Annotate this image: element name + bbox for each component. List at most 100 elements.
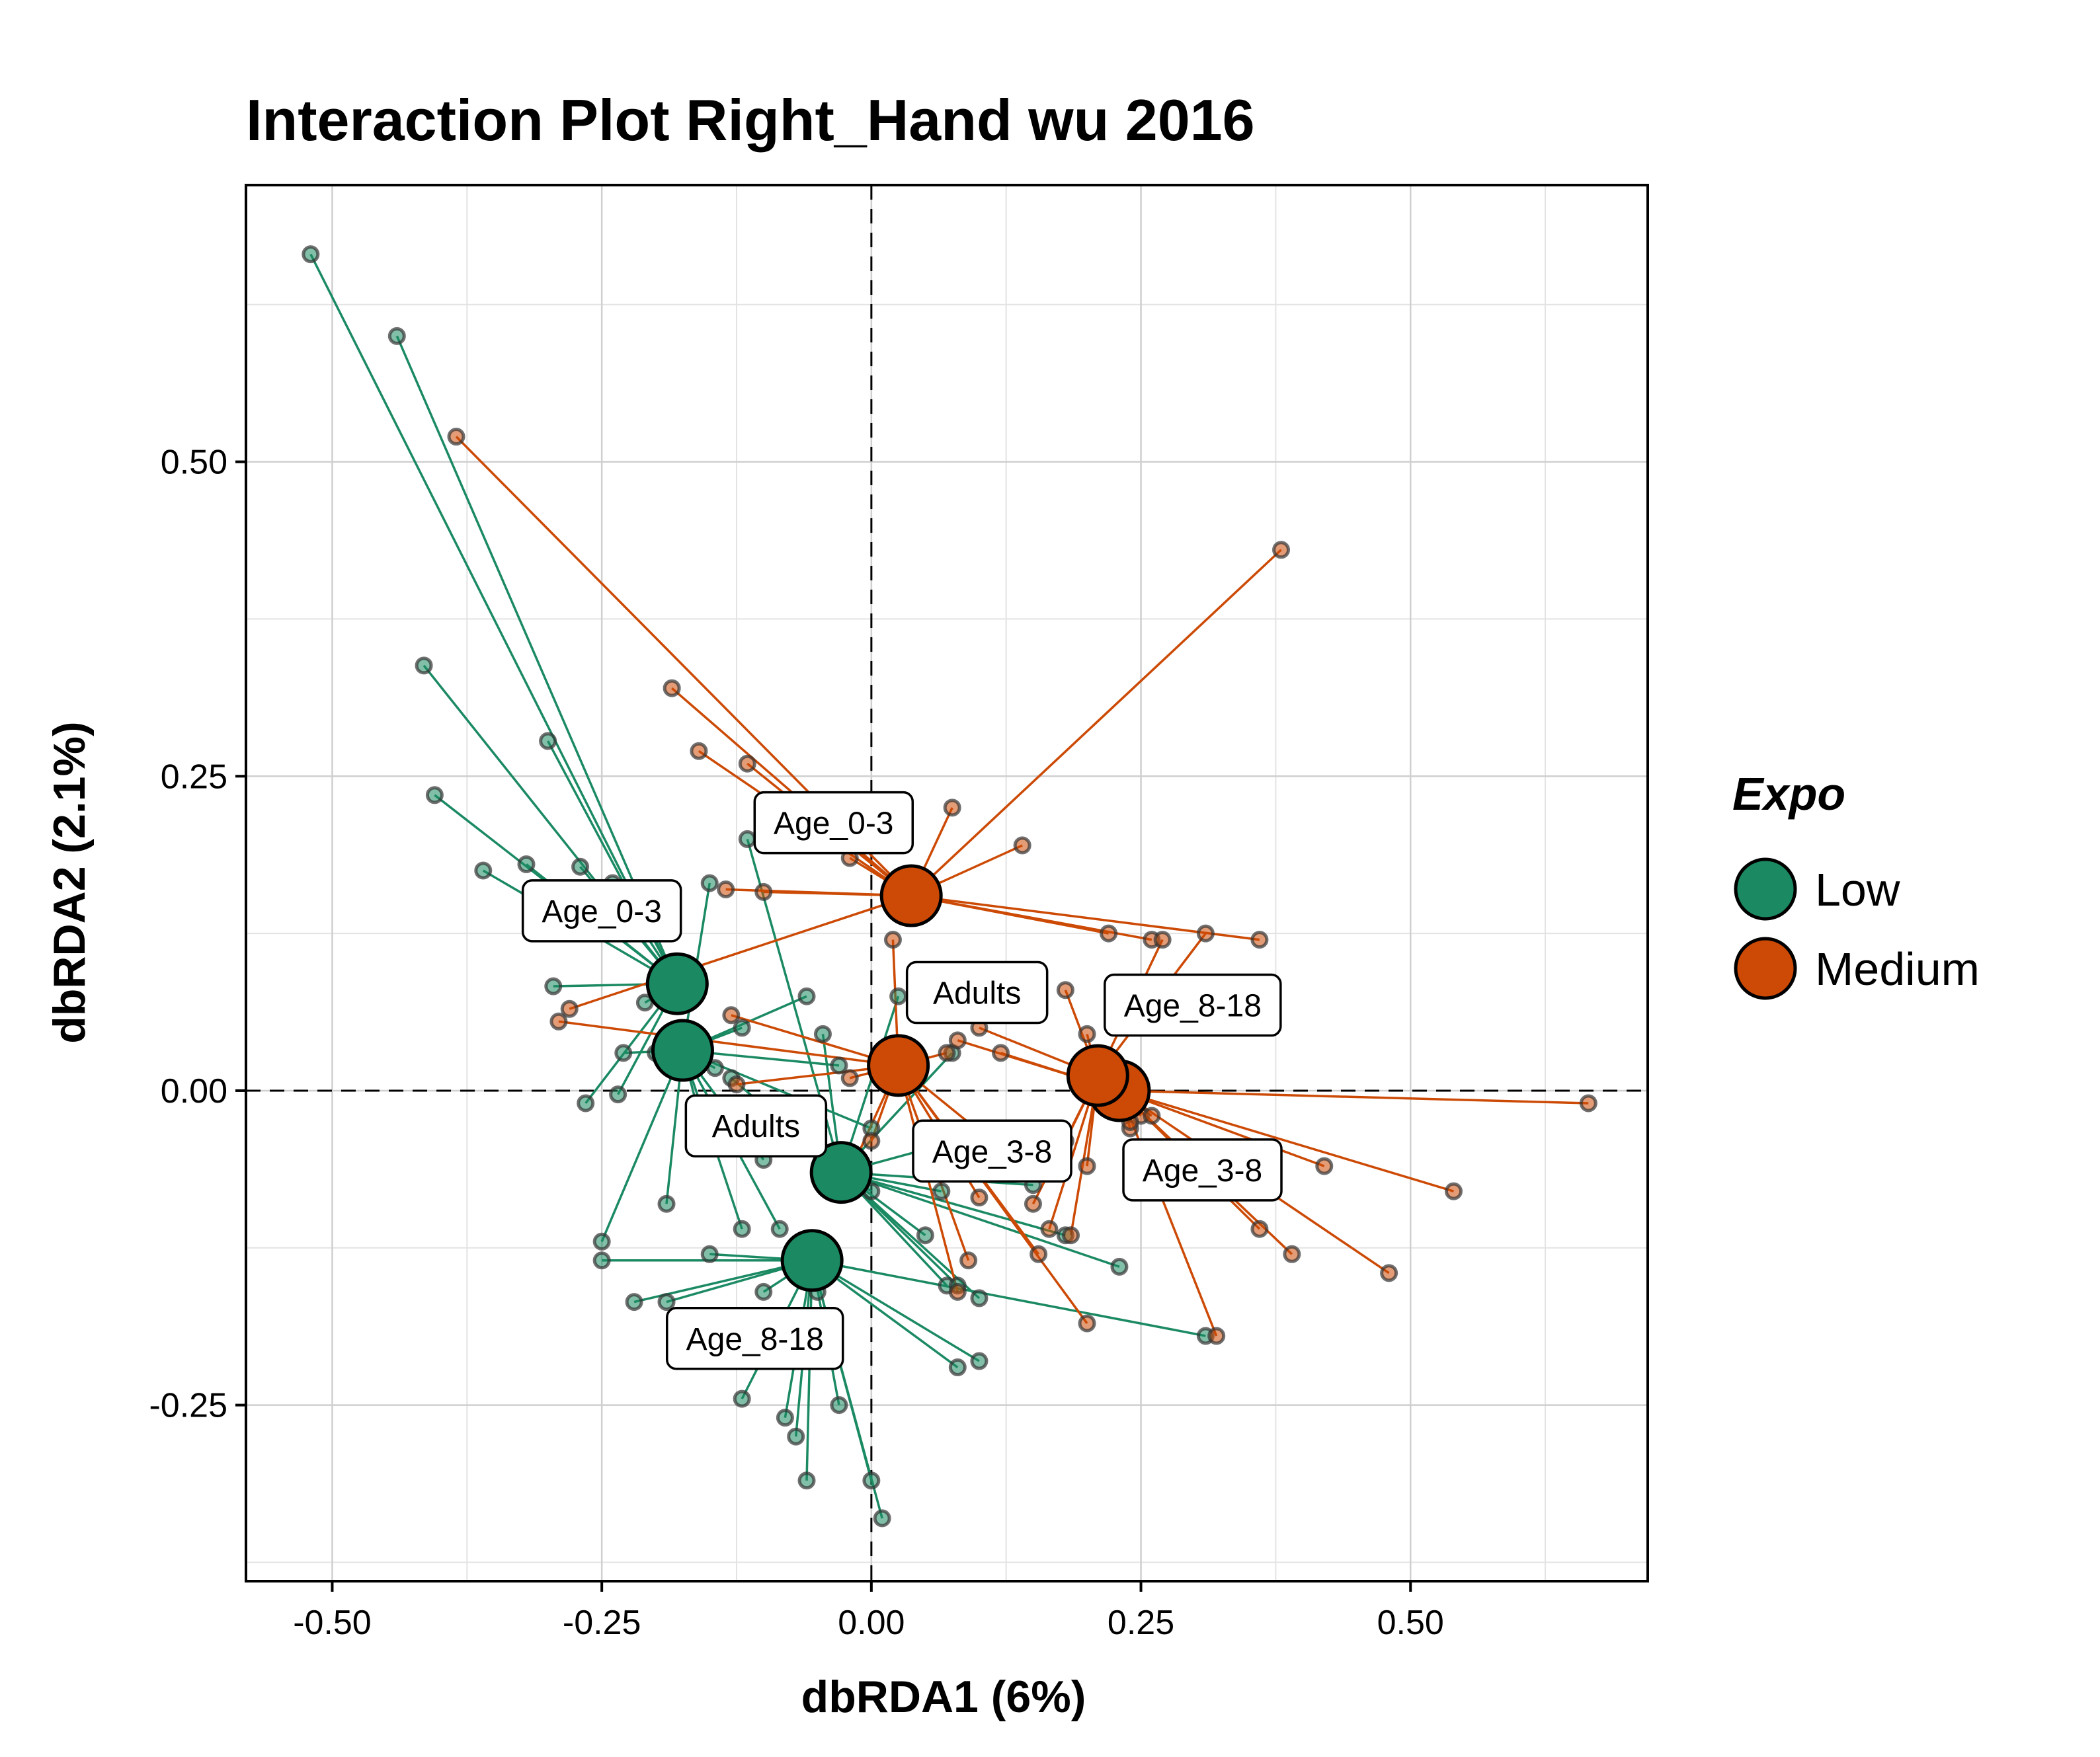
sample-point	[1110, 1257, 1129, 1276]
sample-point	[873, 1509, 891, 1528]
sample-point	[1250, 1220, 1269, 1238]
sample-point	[948, 1358, 967, 1377]
sample-point	[830, 1396, 848, 1415]
sample-points	[302, 245, 1597, 1528]
sample-point	[1272, 541, 1291, 559]
chart-title: Interaction Plot Right_Hand wu 2016	[246, 87, 1255, 153]
segment-line	[840, 1171, 1120, 1268]
legend: Expo Low Medium	[1732, 768, 1980, 1000]
centroid-label: Age_8-18	[1104, 973, 1282, 1037]
label-text: Age_0-3	[774, 806, 893, 841]
label-box	[521, 879, 682, 943]
label-box	[912, 1119, 1072, 1183]
sample-point	[657, 1194, 676, 1213]
sample-point	[840, 1069, 859, 1087]
sample-point	[722, 1006, 741, 1025]
sample-point	[883, 931, 902, 949]
sample-point	[776, 1409, 794, 1427]
sample-point	[830, 1056, 848, 1075]
legend-entry: Medium	[1734, 937, 1980, 1000]
sample-point	[1444, 1182, 1463, 1200]
sample-point	[1315, 1157, 1334, 1175]
sample-point	[948, 1031, 967, 1050]
sample-point	[1196, 924, 1215, 943]
y-tick-label: 0.00	[161, 1072, 227, 1111]
sample-point	[592, 1232, 611, 1251]
sample-point	[1062, 1226, 1080, 1245]
centroid-label: Age_3-8	[912, 1119, 1072, 1183]
centroid-labels: Age_0-3 Adults Age_3-8 Age_8-18 Age_0-3 Adult…	[521, 791, 1283, 1370]
centroid-label: Age_0-3	[753, 791, 914, 855]
label-box	[1122, 1138, 1283, 1202]
centroid-point	[645, 952, 709, 1015]
sample-point	[663, 679, 681, 697]
sample-point	[700, 1245, 719, 1263]
x-axis: -0.50 -0.25 0.00 0.25 0.50	[293, 1581, 1444, 1642]
x-tick-label: 0.00	[838, 1604, 905, 1642]
centroid-label: Adults	[905, 960, 1049, 1025]
sample-point	[1579, 1094, 1597, 1113]
sample-point	[544, 977, 563, 996]
sample-point	[474, 861, 493, 880]
sample-point	[425, 786, 444, 804]
sample-point	[916, 1226, 934, 1245]
sample-point	[1380, 1264, 1398, 1282]
sample-point	[787, 1427, 805, 1446]
sample-point	[1100, 924, 1118, 943]
sample-point	[889, 987, 908, 1005]
plot-area: Age_0-3 Adults Age_3-8 Age_8-18 Age_0-3 Adult…	[149, 184, 1649, 1642]
sample-point	[1030, 1245, 1048, 1263]
centroid-point	[879, 864, 943, 927]
segment-line	[1119, 1089, 1454, 1192]
legend-label: Medium	[1815, 943, 1980, 995]
sample-point	[948, 1282, 967, 1301]
centroid-point	[651, 1019, 714, 1082]
sample-point	[609, 1085, 627, 1104]
segment-line	[811, 1259, 1206, 1337]
centroid-label: Age_3-8	[1122, 1138, 1283, 1202]
y-tick-label: 0.25	[161, 758, 227, 796]
sample-point	[970, 1352, 989, 1370]
y-tick-label: -0.25	[149, 1387, 227, 1425]
sample-point	[959, 1251, 978, 1270]
sample-point	[733, 1019, 751, 1037]
sample-point	[862, 1132, 881, 1150]
sample-point	[1078, 1314, 1096, 1333]
segment-line	[1119, 1089, 1589, 1105]
label-text: Age_8-18	[686, 1322, 824, 1357]
sample-point	[770, 1220, 789, 1238]
sample-point	[1056, 981, 1074, 999]
sample-point	[577, 1094, 595, 1113]
label-text: Age_3-8	[932, 1134, 1052, 1169]
sample-point	[797, 987, 816, 1005]
legend-entry: Low	[1734, 857, 1900, 921]
sample-point	[970, 1289, 989, 1308]
legend-label: Low	[1815, 864, 1900, 916]
segment-line	[897, 1064, 1088, 1324]
sample-point	[943, 799, 961, 817]
sample-point	[738, 830, 756, 848]
sample-point	[1013, 836, 1031, 855]
segment-line	[600, 1050, 684, 1242]
label-text: Adults	[933, 976, 1021, 1011]
sample-point	[657, 1293, 676, 1311]
sample-point	[717, 880, 735, 899]
segment-line	[547, 740, 678, 985]
plot-border	[245, 184, 1649, 1582]
sample-point	[1143, 1107, 1161, 1125]
label-text: Age_3-8	[1143, 1153, 1262, 1189]
sample-point	[938, 1044, 956, 1062]
centroids	[645, 864, 1151, 1292]
label-box	[684, 1094, 828, 1157]
sample-point	[932, 1182, 951, 1200]
sample-point	[738, 754, 756, 773]
centroid-point	[780, 1229, 844, 1292]
sample-point	[387, 327, 406, 345]
sample-point	[690, 742, 708, 760]
centroid-label: Adults	[684, 1094, 828, 1157]
label-box	[665, 1307, 844, 1370]
sample-point	[727, 1075, 746, 1093]
y-axis: -0.25 0.00 0.25 0.50	[149, 444, 246, 1425]
y-tick-label: 0.50	[161, 444, 227, 482]
segment-line	[1119, 1089, 1325, 1167]
